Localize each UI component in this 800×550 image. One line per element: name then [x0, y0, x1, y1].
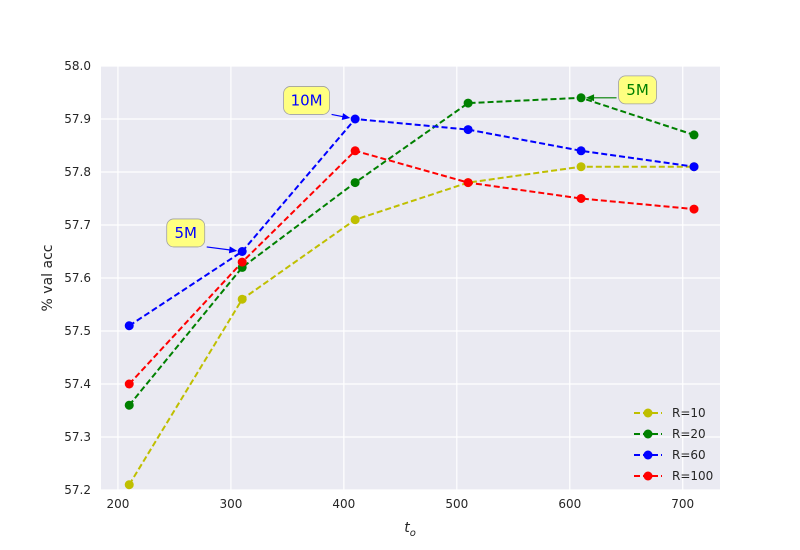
x-tick-label: 400 [332, 497, 355, 511]
y-tick-label: 57.5 [64, 324, 91, 338]
y-tick-label: 57.4 [64, 377, 91, 391]
x-tick-label: 200 [106, 497, 129, 511]
annotation: 10M [283, 86, 351, 120]
legend-marker [643, 450, 653, 460]
legend-label: R=20 [672, 427, 706, 441]
legend-entry: R=20 [634, 427, 706, 441]
y-tick-label: 57.8 [64, 165, 91, 179]
annotation-box [283, 86, 330, 115]
data-point [576, 162, 586, 172]
series-line [128, 165, 695, 486]
x-axis-title-main: t [404, 520, 410, 536]
series-r-20 [124, 93, 699, 410]
data-point [689, 130, 699, 140]
annotation-arrow-head [341, 113, 351, 120]
data-point [689, 162, 699, 172]
legend: R=10 R=20 R=60 R=100 [634, 406, 713, 483]
annotation-arrow-head [586, 94, 595, 102]
data-point [576, 146, 586, 156]
series-r-100 [124, 146, 699, 389]
legend-label: R=100 [672, 469, 713, 483]
y-tick-label: 57.7 [64, 218, 91, 232]
series-r-60 [124, 114, 699, 331]
annotation-label: 5M [626, 81, 649, 99]
data-point [124, 321, 134, 331]
grid-lines [101, 65, 720, 491]
annotation-box [166, 218, 206, 248]
data-point [237, 247, 247, 256]
series-line [128, 96, 695, 406]
legend-marker [643, 408, 653, 418]
legend-entry: R=60 [634, 448, 706, 462]
legend-label: R=10 [672, 406, 706, 420]
annotation: 5M [166, 218, 238, 254]
annotation-label: 5M [174, 224, 197, 242]
data-point [350, 215, 360, 225]
data-point [350, 146, 360, 156]
series-line [128, 117, 695, 327]
y-axis-title: % val acc [40, 245, 56, 312]
data-point [689, 204, 699, 214]
data-point [576, 194, 586, 203]
x-axis-title-subscript: o [410, 528, 416, 539]
y-tick-label: 58.0 [64, 59, 91, 73]
y-tick-label: 57.2 [64, 483, 91, 497]
y-tick-label: 57.9 [64, 112, 91, 126]
legend-label: R=60 [672, 448, 706, 462]
x-tick-label: 600 [558, 497, 581, 511]
annotation-arrow-head [228, 246, 238, 254]
data-point [124, 480, 134, 490]
y-tick-label: 57.6 [64, 271, 91, 285]
annotation-layer: 5M 10M 5M [166, 75, 657, 254]
legend-entry: R=100 [634, 469, 713, 483]
x-axis-title: to [404, 520, 416, 539]
series-line [128, 149, 695, 385]
data-point [124, 400, 134, 410]
legend-entry: R=10 [634, 406, 706, 420]
legend-marker [643, 429, 653, 439]
data-point [463, 98, 473, 108]
x-tick-label: 500 [445, 497, 468, 511]
annotation-arrow-line [331, 113, 345, 118]
x-tick-label: 300 [219, 497, 242, 511]
data-point [237, 257, 247, 267]
tick-labels: 200 300 400 500 600 700 57.2 57.3 57.4 57.5 57.6 57… [64, 59, 694, 511]
y-tick-label: 57.3 [64, 430, 91, 444]
data-point [350, 114, 360, 124]
x-tick-label: 700 [671, 497, 694, 511]
data-point [463, 178, 473, 188]
annotation-arrow-line [206, 246, 232, 251]
data-point [350, 178, 360, 188]
data-point [576, 93, 586, 103]
legend-marker [643, 471, 653, 481]
annotation: 5M [586, 75, 657, 105]
annotation-box [618, 75, 657, 105]
data-point [124, 379, 134, 389]
data-point [463, 125, 473, 135]
data-point [237, 294, 247, 304]
series-layer [124, 93, 699, 490]
annotation-label: 10M [291, 91, 323, 109]
